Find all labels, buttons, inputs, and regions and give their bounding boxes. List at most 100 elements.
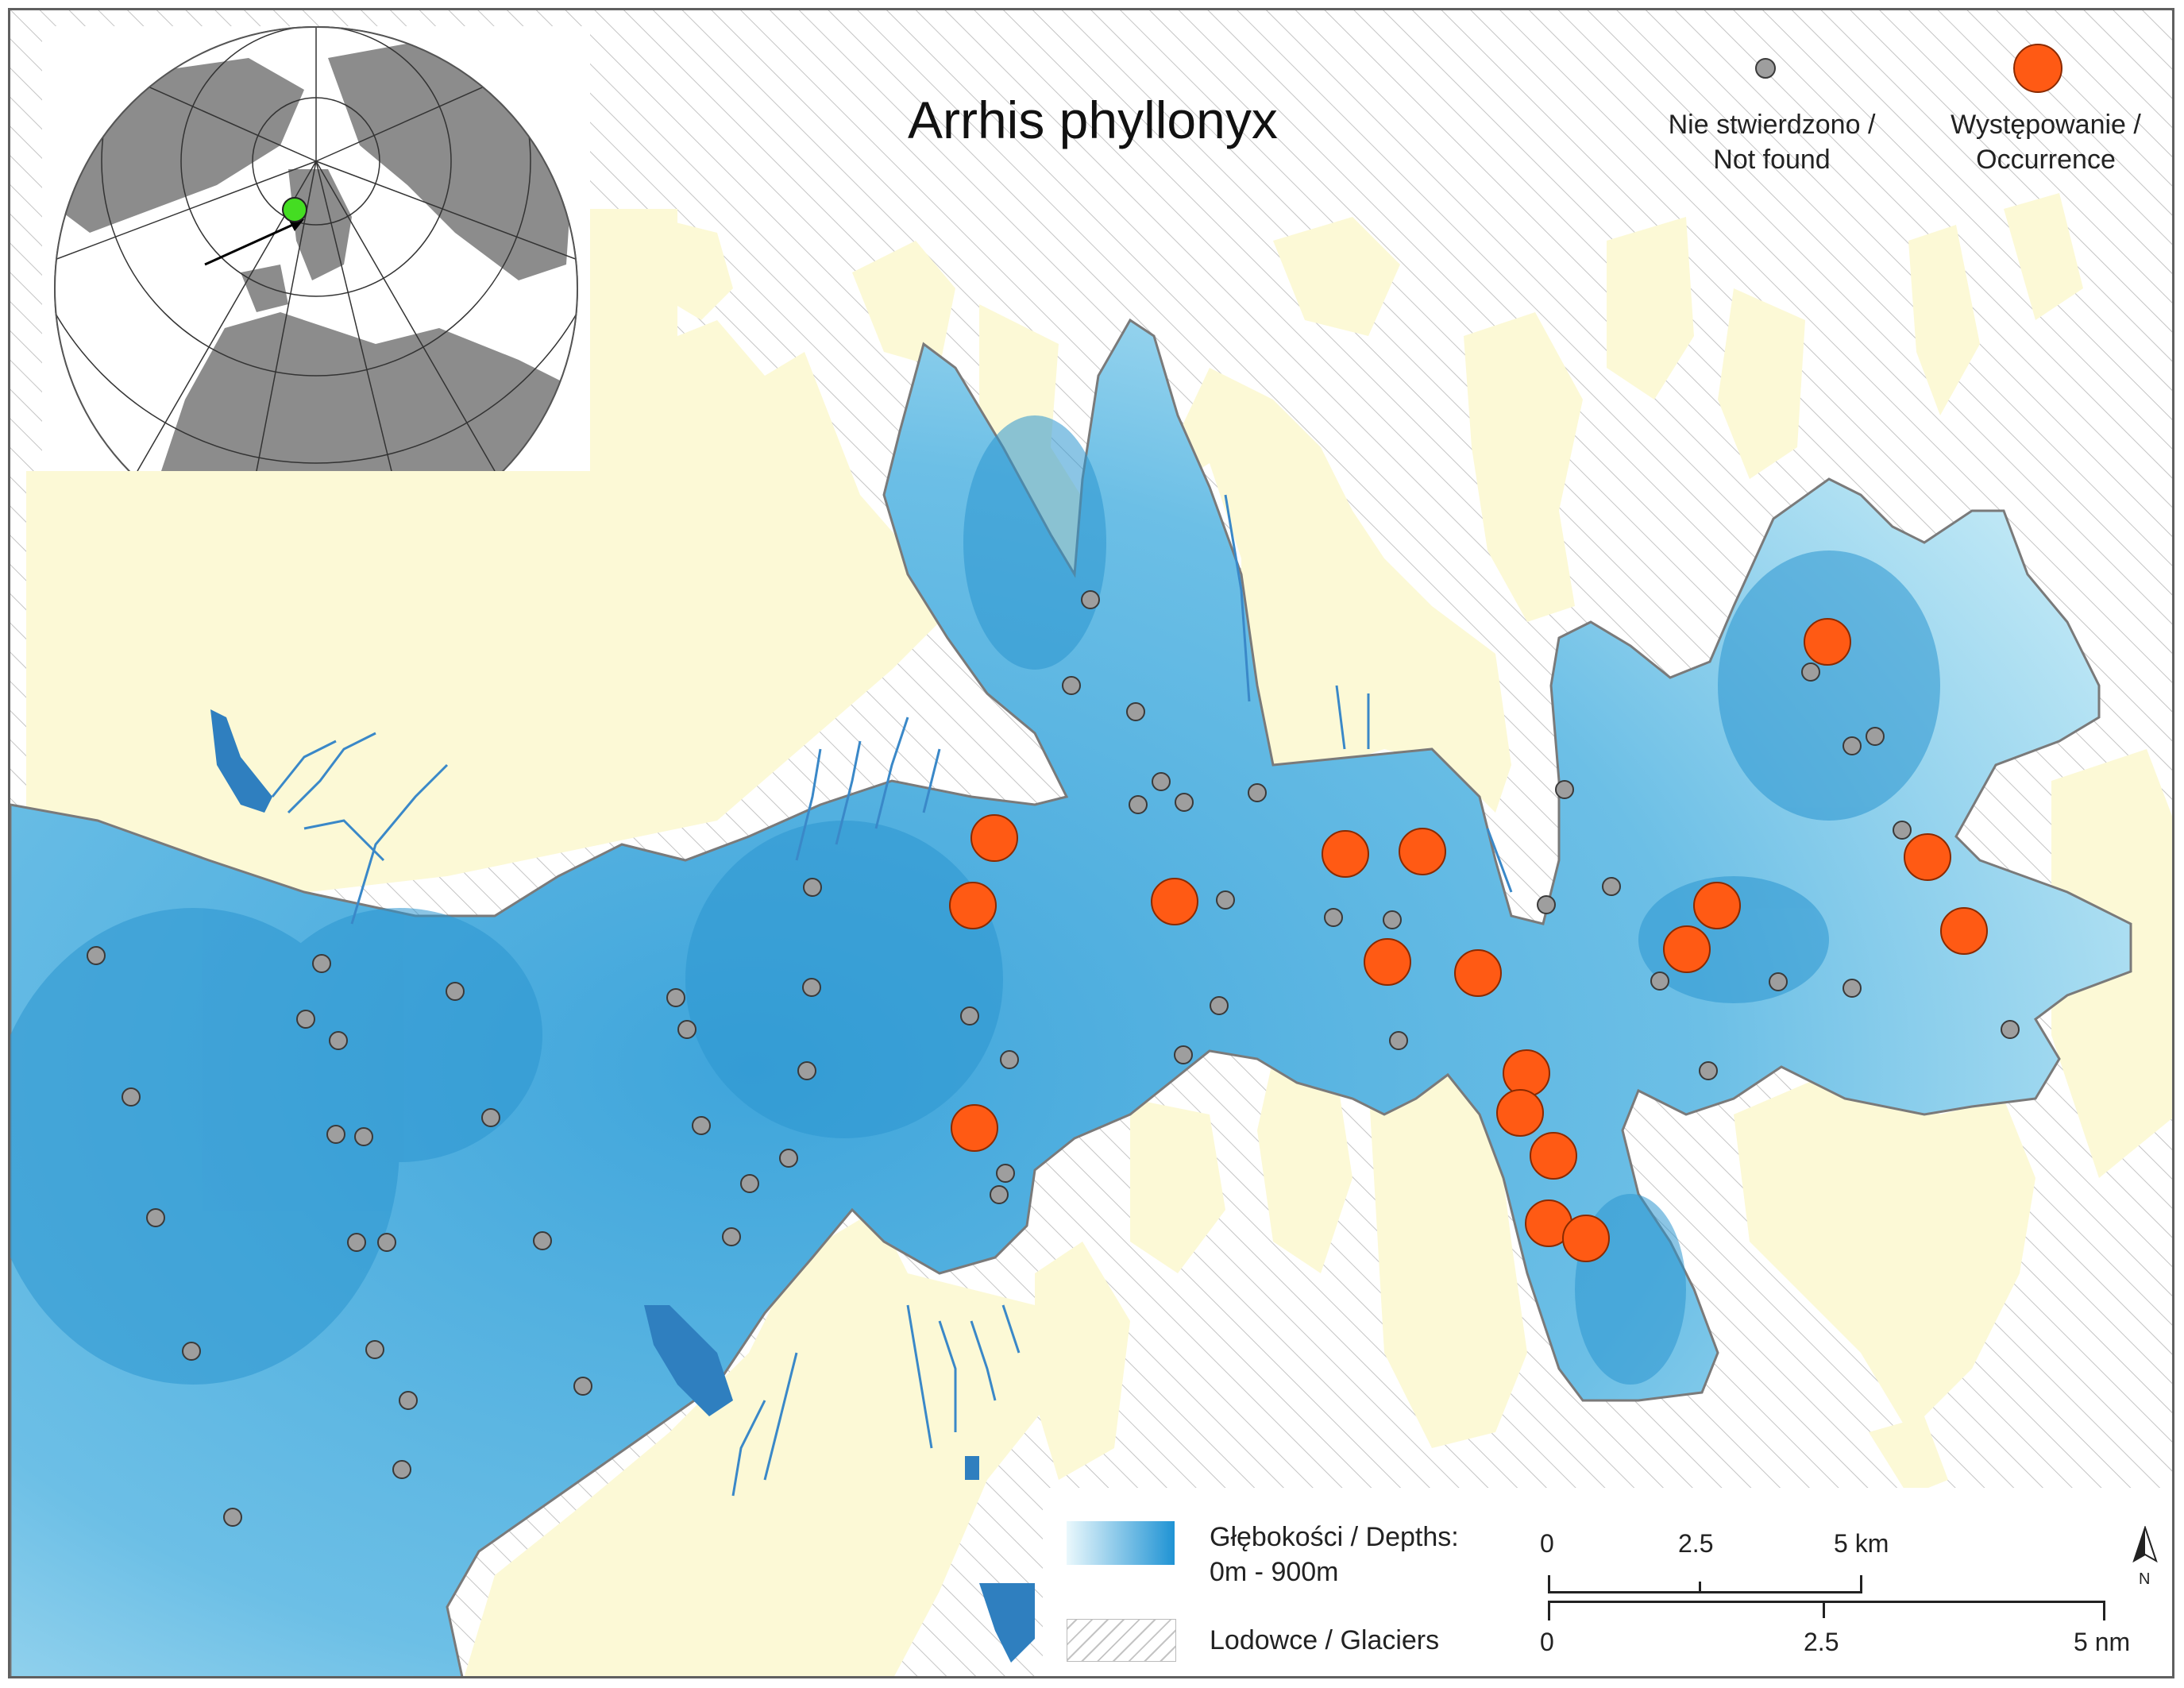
not-found-point [87, 946, 106, 965]
inset-location-marker [282, 197, 307, 222]
occurrence-point [1693, 882, 1741, 929]
scale-nm-end: 5 nm [2074, 1628, 2131, 1656]
not-found-point [296, 1010, 315, 1029]
not-found-points [87, 590, 2020, 1527]
not-found-point [122, 1087, 141, 1107]
occurrence-point [1322, 830, 1369, 878]
depth-legend-label: Głębokości / Depths: 0m - 900m [1210, 1522, 1459, 1587]
scale-bar-nm-mid-tick [1823, 1601, 1825, 1618]
not-found-point [779, 1149, 798, 1168]
not-found-point [677, 1020, 696, 1039]
glacier-legend-label: Lodowce / Glaciers [1210, 1625, 1440, 1655]
not-found-point [1152, 772, 1171, 791]
not-found-point [692, 1116, 711, 1135]
occurrence-points [949, 618, 1988, 1262]
not-found-point [146, 1208, 165, 1227]
north-arrow-label: N [2139, 1570, 2151, 1588]
inset-arrow-head [288, 219, 304, 231]
scale-nm-0: 0 [1540, 1628, 1554, 1656]
not-found-point [990, 1185, 1009, 1204]
not-found-point [1389, 1031, 1408, 1050]
occurrence-point [1663, 925, 1711, 973]
not-found-point [740, 1174, 759, 1193]
glacier-legend-swatch [1067, 1619, 1176, 1662]
scale-bar-nm [1548, 1601, 2105, 1620]
not-found-point [533, 1231, 552, 1250]
not-found-point [347, 1233, 366, 1252]
inset-globe-map [42, 26, 590, 471]
occurrence-point [1904, 833, 1951, 881]
rivers [271, 494, 1513, 1497]
not-found-point [365, 1340, 384, 1359]
not-found-point [797, 1061, 816, 1080]
not-found-point [802, 978, 821, 997]
occurrence-point [1804, 618, 1851, 666]
legend-occurrence-symbol [2013, 44, 2062, 93]
not-found-point [1126, 702, 1145, 721]
depth-legend-swatch [1067, 1521, 1175, 1565]
occurrence-point [1496, 1089, 1544, 1137]
map-frame: Arrhis phyllonyx Nie stwierdzono / Not f… [8, 8, 2174, 1678]
map-canvas [10, 10, 2172, 1676]
not-found-point [1062, 676, 1081, 695]
not-found-point [312, 954, 331, 973]
not-found-point [1699, 1061, 1718, 1080]
not-found-point [1210, 996, 1229, 1015]
occurrence-point [949, 882, 997, 929]
occurrence-point [1503, 1049, 1550, 1097]
not-found-point [1129, 795, 1148, 814]
occurrence-point [1151, 878, 1198, 925]
not-found-point [1650, 971, 1669, 991]
not-found-point [1555, 780, 1574, 799]
scale-bar-mid-tick [1699, 1582, 1701, 1593]
not-found-point [223, 1508, 242, 1527]
not-found-point [1000, 1050, 1019, 1069]
land-masses [26, 193, 2172, 1676]
occurrence-point [1399, 828, 1446, 875]
occurrence-point [1454, 949, 1502, 997]
lakes [210, 709, 1035, 1663]
legend-not-found-symbol [1755, 58, 1776, 79]
occurrence-point [1940, 907, 1988, 955]
not-found-point [2001, 1020, 2020, 1039]
not-found-point [1801, 662, 1820, 682]
not-found-point [1843, 736, 1862, 755]
scale-km-mid: 2.5 [1678, 1529, 1714, 1558]
not-found-point [182, 1342, 201, 1361]
occurrence-point [1364, 938, 1411, 986]
not-found-point [573, 1377, 592, 1396]
not-found-point [1081, 590, 1100, 609]
inset-arrow [204, 222, 297, 266]
not-found-point [996, 1164, 1015, 1183]
occurrence-point [1562, 1215, 1610, 1262]
not-found-point [1324, 908, 1343, 927]
not-found-point [722, 1227, 741, 1246]
not-found-point [392, 1460, 411, 1479]
north-arrow-icon [2132, 1526, 2158, 1563]
bottom-legend: Głębokości / Depths: 0m - 900m Lodowce /… [1043, 1488, 2172, 1676]
legend-occurrence-label: Występowanie / Occurrence [1951, 110, 2141, 175]
not-found-point [329, 1031, 348, 1050]
occurrence-point [970, 814, 1018, 862]
not-found-point [1216, 890, 1235, 910]
scale-km-end: 5 km [1834, 1529, 1889, 1558]
map-title: Arrhis phyllonyx [908, 91, 1278, 149]
not-found-point [960, 1006, 979, 1026]
scale-nm-mid: 2.5 [1804, 1628, 1839, 1656]
not-found-point [666, 988, 685, 1007]
not-found-point [1174, 1045, 1193, 1064]
not-found-point [326, 1125, 345, 1144]
not-found-point [354, 1127, 373, 1146]
not-found-point [1602, 877, 1621, 896]
occurrence-point [1530, 1132, 1577, 1180]
not-found-point [1769, 972, 1788, 991]
not-found-point [1248, 783, 1267, 802]
not-found-point [1843, 979, 1862, 998]
not-found-point [1893, 821, 1912, 840]
scale-km-0: 0 [1540, 1529, 1554, 1558]
not-found-point [1537, 895, 1556, 914]
not-found-point [1383, 910, 1402, 929]
not-found-point [1866, 727, 1885, 746]
not-found-point [399, 1391, 418, 1410]
occurrence-point [951, 1104, 998, 1152]
